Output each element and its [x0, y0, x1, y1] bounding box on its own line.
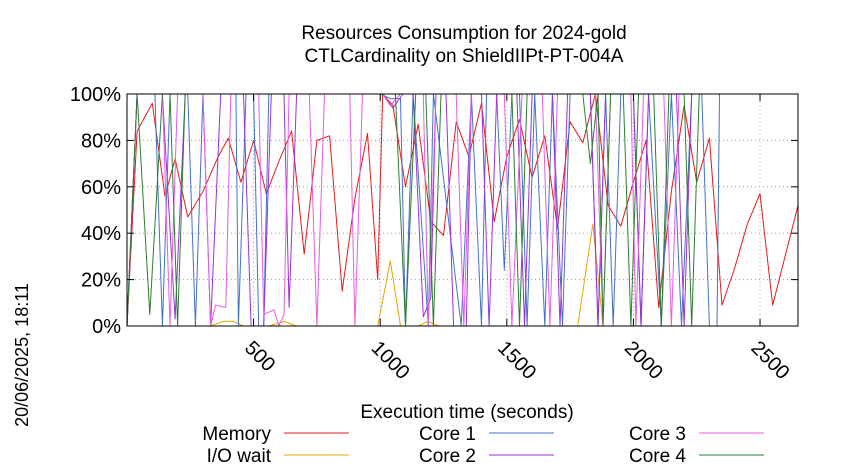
series-lines [126, 93, 799, 327]
y-axis-ticks: 0% 20% 40% 60% 80% 100% [70, 84, 798, 338]
series-line-i-o-wait [127, 223, 798, 327]
legend-label-core-3: Core 3 [629, 424, 686, 445]
y-tick-label: 20% [81, 270, 121, 292]
x-tick-label: 500 [240, 337, 279, 376]
x-tick-label: 1000 [367, 337, 414, 384]
y-tick-label: 40% [81, 223, 121, 245]
legend-label-core-2: Core 2 [419, 446, 476, 467]
legend-label-core-1: Core 1 [419, 424, 476, 445]
series-line-memory [126, 93, 799, 327]
y-tick-label: 60% [81, 177, 121, 199]
x-axis-label: Execution time (seconds) [360, 402, 573, 423]
legend-label-i-o-wait: I/O wait [207, 446, 272, 467]
chart-title-line-2: CTLCardinality on ShieldIIPt-PT-004A [305, 46, 624, 67]
legend-label-memory: Memory [202, 424, 271, 445]
x-tick-label: 1500 [493, 337, 540, 384]
legend-label-core-4: Core 4 [629, 446, 686, 467]
chart-title-line-1: Resources Consumption for 2024-gold [301, 23, 626, 44]
y-tick-label: 0% [92, 316, 121, 338]
timestamp-label: 20/06/2025, 18:11 [12, 283, 32, 427]
x-tick-label: 2500 [746, 337, 793, 384]
y-tick-label: 100% [70, 84, 121, 106]
x-tick-label: 2000 [620, 337, 667, 384]
plot-frame [126, 93, 799, 327]
y-tick-label: 80% [81, 130, 121, 152]
series-line-core-3 [126, 93, 798, 327]
